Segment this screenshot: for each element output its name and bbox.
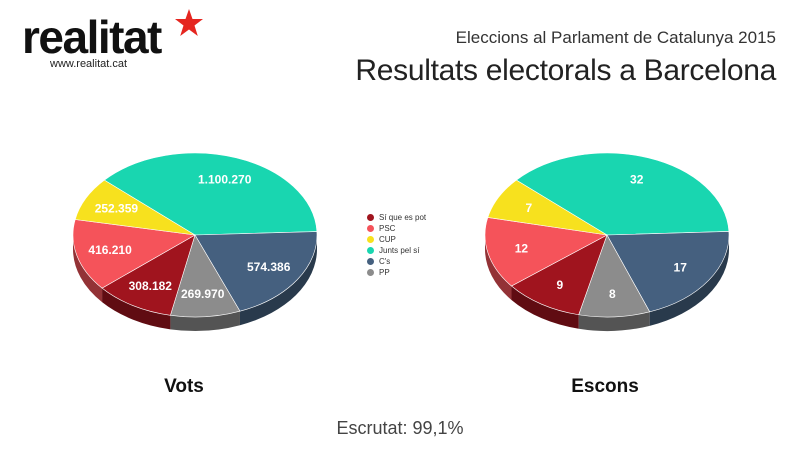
legend-item: C's (367, 256, 426, 267)
count-status: Escrutat: 99,1% (336, 418, 464, 438)
brand-url[interactable]: www.realitat.cat (50, 58, 128, 70)
pie-slice (606, 231, 730, 313)
page-subtitle: Eleccions al Parlament de Catalunya 2015 (455, 28, 776, 47)
legend-label: Sí que es pot (379, 213, 427, 222)
legend-item: Sí que es pot (367, 212, 426, 223)
brand-name: realitat (22, 11, 162, 63)
legend-label: PSC (379, 224, 396, 233)
brand-logo[interactable]: realitat www.realitat.cat (22, 8, 212, 72)
pie-slice (484, 217, 608, 287)
legend-item: Junts pel sí (367, 245, 426, 256)
legend-swatch (367, 247, 374, 254)
chart-legend: Sí que es pot PSC CUP Junts pel sí C's P… (367, 212, 426, 278)
pie-slice (74, 179, 196, 236)
legend-swatch (367, 225, 374, 232)
data-label: 1.100.270 (198, 172, 252, 186)
pie-side-wall (578, 311, 650, 331)
data-label: 574.386 (247, 260, 291, 274)
legend-item: PP (367, 267, 426, 278)
data-label: 32 (630, 172, 644, 186)
chart-title-vots: Vots (164, 376, 204, 397)
pie-slice (510, 234, 608, 316)
legend-label: C's (379, 257, 391, 266)
star-icon (175, 9, 203, 36)
pie-side-wall (649, 235, 729, 326)
pie-side-wall (170, 311, 240, 331)
data-label: 17 (674, 261, 688, 275)
page-title: Resultats electorals a Barcelona (355, 54, 776, 87)
pie-side-wall (485, 235, 512, 301)
data-label: 9 (556, 278, 563, 292)
pie-side-wall (73, 235, 103, 303)
pie-side-wall (511, 286, 579, 329)
pie-slice (487, 179, 608, 236)
legend-label: CUP (379, 235, 396, 244)
pie-chart-escons: 32 17 8 9 12 7 (484, 152, 730, 331)
legend-label: PP (379, 268, 390, 277)
pie-side-wall (102, 288, 171, 330)
data-label: 252.359 (95, 202, 139, 216)
data-label: 269.970 (181, 287, 225, 301)
data-label: 12 (515, 241, 529, 255)
pie-slice (72, 219, 196, 289)
pie-chart-vots: 1.100.270 574.386 269.970 308.182 416.210 252… (72, 152, 318, 331)
legend-swatch (367, 269, 374, 276)
pie-side-wall (239, 235, 317, 326)
pie-slice (103, 152, 318, 236)
legend-item: PSC (367, 223, 426, 234)
data-label: 7 (526, 201, 533, 215)
pie-slice (194, 231, 318, 312)
legend-item: CUP (367, 234, 426, 245)
data-label: 8 (609, 287, 616, 301)
pie-slice (515, 152, 730, 236)
legend-label: Junts pel sí (379, 246, 420, 255)
data-label: 308.182 (129, 279, 173, 293)
legend-swatch (367, 214, 374, 221)
pie-slice (101, 234, 196, 316)
legend-swatch (367, 236, 374, 243)
chart-title-escons: Escons (571, 376, 639, 397)
legend-swatch (367, 258, 374, 265)
data-label: 416.210 (88, 243, 132, 257)
